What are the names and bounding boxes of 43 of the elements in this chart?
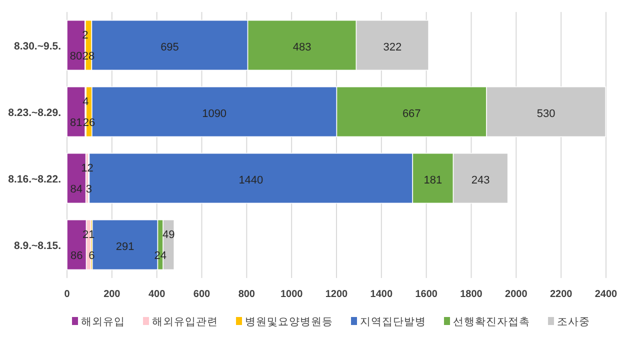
x-tick-label: 2000 (505, 289, 528, 300)
data-label: 2 (82, 29, 88, 42)
x-tick-label: 1200 (325, 289, 348, 300)
data-label: 81 (70, 116, 82, 129)
legend-label: 지역집단발병 (360, 316, 426, 328)
data-label: 667 (402, 108, 421, 120)
data-label: 24 (154, 250, 167, 262)
legend-label: 해외유입 (81, 316, 125, 328)
data-label: 1090 (202, 108, 227, 120)
legend-label: 선행확진자접촉 (453, 316, 530, 328)
x-tick-label: 1400 (370, 289, 393, 300)
y-tick-label: 8.16.~8.22. (8, 173, 62, 186)
x-tick-label: 1600 (415, 289, 438, 300)
data-label: 86 (70, 250, 83, 262)
data-label: 181 (424, 174, 442, 186)
data-label: 26 (82, 116, 96, 129)
x-tick-label: 2400 (594, 289, 618, 300)
data-label: 695 (160, 41, 179, 54)
x-tick-label: 1800 (460, 289, 483, 300)
x-tick-label: 400 (148, 289, 166, 300)
legend-label: 해외유입관련 (152, 316, 218, 328)
x-tick-label: 200 (104, 289, 121, 300)
x-tick-label: 2200 (550, 289, 573, 300)
data-label: 4 (82, 96, 89, 108)
x-tick-label: 0 (64, 289, 70, 300)
data-label: 243 (471, 174, 490, 186)
data-label: 530 (536, 108, 556, 120)
data-label: 322 (383, 41, 402, 54)
y-tick-label: 8.9.~8.15. (14, 240, 62, 252)
legend-label: 조사중 (557, 316, 590, 328)
data-label: 291 (116, 240, 134, 253)
y-tick-label: 8.30.~9.5. (14, 40, 62, 52)
data-label: 1440 (238, 174, 264, 186)
x-tick-label: 600 (193, 289, 211, 300)
legend-label: 병원및요양병원등 (245, 316, 333, 328)
data-label: 84 (70, 183, 83, 196)
y-tick-label: 8.23.~8.29. (8, 106, 62, 119)
data-label: 80 (70, 50, 82, 62)
data-label: 483 (292, 41, 312, 54)
data-label: 49 (162, 228, 175, 241)
x-tick-label: 800 (238, 289, 256, 300)
x-tick-label: 1000 (280, 289, 304, 300)
data-label: 28 (82, 50, 95, 62)
